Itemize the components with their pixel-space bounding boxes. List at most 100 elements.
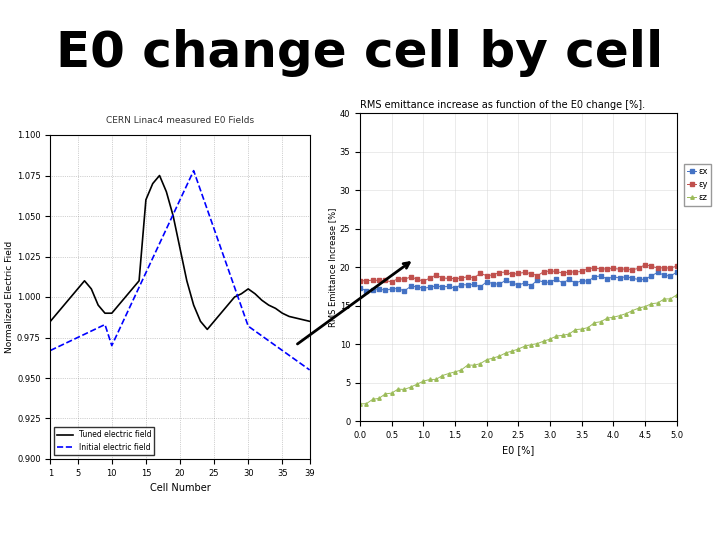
Initial electric field xyxy=(94,325,102,331)
εy xyxy=(666,265,675,272)
εz xyxy=(426,376,434,383)
Y-axis label: RMS Emittance Increase [%]: RMS Emittance Increase [%] xyxy=(328,207,337,327)
Initial electric field xyxy=(305,367,314,373)
εy xyxy=(387,279,396,285)
Line: εz: εz xyxy=(359,293,678,406)
X-axis label: Cell Number: Cell Number xyxy=(150,483,210,493)
Legend: Tuned electric field, Initial electric field: Tuned electric field, Initial electric f… xyxy=(54,427,154,455)
Tuned electric field xyxy=(73,286,82,292)
Tuned electric field xyxy=(121,294,130,300)
Tuned electric field xyxy=(203,326,212,333)
εz xyxy=(584,325,593,331)
Tuned electric field xyxy=(182,278,191,284)
Tuned electric field xyxy=(176,245,184,252)
Tuned electric field xyxy=(66,294,75,300)
εy xyxy=(457,275,466,281)
Text: E0 change cell by cell: E0 change cell by cell xyxy=(56,30,664,77)
Initial electric field xyxy=(210,226,218,232)
Tuned electric field xyxy=(87,286,96,292)
εz xyxy=(564,331,573,338)
Initial electric field xyxy=(60,341,68,347)
Initial electric field xyxy=(169,211,178,218)
Tuned electric field xyxy=(53,310,61,316)
X-axis label: E0 [%]: E0 [%] xyxy=(503,446,534,455)
Initial electric field xyxy=(73,334,82,341)
Initial electric field xyxy=(148,255,157,261)
Tuned electric field xyxy=(142,197,150,203)
εx xyxy=(666,273,675,279)
εx xyxy=(400,288,409,294)
εx xyxy=(432,282,441,289)
Initial electric field xyxy=(128,299,137,305)
Y-axis label: Normalized Electric Field: Normalized Electric Field xyxy=(5,241,14,353)
εy xyxy=(356,278,364,284)
εx xyxy=(590,273,599,280)
εy xyxy=(672,263,681,269)
Initial electric field xyxy=(135,284,143,291)
Initial electric field xyxy=(182,182,191,188)
Tuned electric field xyxy=(230,294,239,300)
Initial electric field xyxy=(292,357,300,363)
Legend: εx, εy, εz: εx, εy, εz xyxy=(684,164,711,206)
Tuned electric field xyxy=(278,310,287,316)
Tuned electric field xyxy=(244,286,253,292)
Initial electric field xyxy=(285,352,294,359)
εx xyxy=(672,269,681,275)
Initial electric field xyxy=(156,240,164,247)
εz xyxy=(666,295,675,302)
Initial electric field xyxy=(46,347,55,354)
Tuned electric field xyxy=(156,172,164,179)
Tuned electric field xyxy=(305,318,314,325)
Tuned electric field xyxy=(251,291,259,297)
Initial electric field xyxy=(203,206,212,213)
Initial electric field xyxy=(217,245,225,252)
Tuned electric field xyxy=(264,302,273,308)
Initial electric field xyxy=(189,167,198,174)
Tuned electric field xyxy=(217,310,225,316)
Initial electric field xyxy=(237,303,246,310)
Initial electric field xyxy=(299,362,307,368)
Initial electric field xyxy=(87,328,96,334)
Initial electric field xyxy=(142,269,150,276)
Tuned electric field xyxy=(258,297,266,303)
Initial electric field xyxy=(196,187,204,193)
Tuned electric field xyxy=(292,315,300,321)
Tuned electric field xyxy=(148,180,157,187)
Tuned electric field xyxy=(223,302,232,308)
Tuned electric field xyxy=(128,286,137,292)
Initial electric field xyxy=(176,197,184,203)
Text: RMS emittance increase as function of the E0 change [%].: RMS emittance increase as function of th… xyxy=(360,100,645,110)
εx xyxy=(457,281,466,288)
Initial electric field xyxy=(230,284,239,291)
εx xyxy=(464,282,472,288)
εy xyxy=(571,269,580,275)
εz xyxy=(451,369,459,375)
Tuned electric field xyxy=(135,278,143,284)
Line: εy: εy xyxy=(359,263,678,284)
Line: Tuned electric field: Tuned electric field xyxy=(50,176,310,329)
Initial electric field xyxy=(278,347,287,354)
Initial electric field xyxy=(53,344,61,350)
Initial electric field xyxy=(101,321,109,328)
εz xyxy=(356,401,364,407)
Initial electric field xyxy=(271,342,280,349)
εy xyxy=(464,273,472,280)
Tuned electric field xyxy=(94,302,102,308)
Tuned electric field xyxy=(196,318,204,325)
Tuned electric field xyxy=(189,302,198,308)
Tuned electric field xyxy=(237,291,246,297)
Tuned electric field xyxy=(107,310,116,316)
Line: Initial electric field: Initial electric field xyxy=(50,171,310,370)
εy xyxy=(432,272,441,278)
Initial electric field xyxy=(162,226,171,232)
Tuned electric field xyxy=(101,310,109,316)
Tuned electric field xyxy=(80,278,89,284)
Tuned electric field xyxy=(114,302,123,308)
Tuned electric field xyxy=(162,188,171,195)
Text: CERN Linac4 measured E0 Fields: CERN Linac4 measured E0 Fields xyxy=(106,116,254,125)
εy xyxy=(641,261,649,268)
Initial electric field xyxy=(223,265,232,271)
Initial electric field xyxy=(66,338,75,344)
Tuned electric field xyxy=(60,302,68,308)
Tuned electric field xyxy=(169,213,178,219)
